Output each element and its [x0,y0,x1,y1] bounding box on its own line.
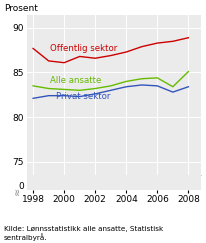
Text: ≈: ≈ [12,187,21,195]
Text: Offentlig sektor: Offentlig sektor [50,44,117,53]
Text: Kilde: Lønnsstatistikk alle ansatte, Statistisk
sentralbyrå.: Kilde: Lønnsstatistikk alle ansatte, Sta… [4,226,163,241]
Text: Prosent: Prosent [4,4,38,13]
Text: Alle ansatte: Alle ansatte [50,76,101,85]
Text: Privat sektor: Privat sektor [56,92,110,101]
